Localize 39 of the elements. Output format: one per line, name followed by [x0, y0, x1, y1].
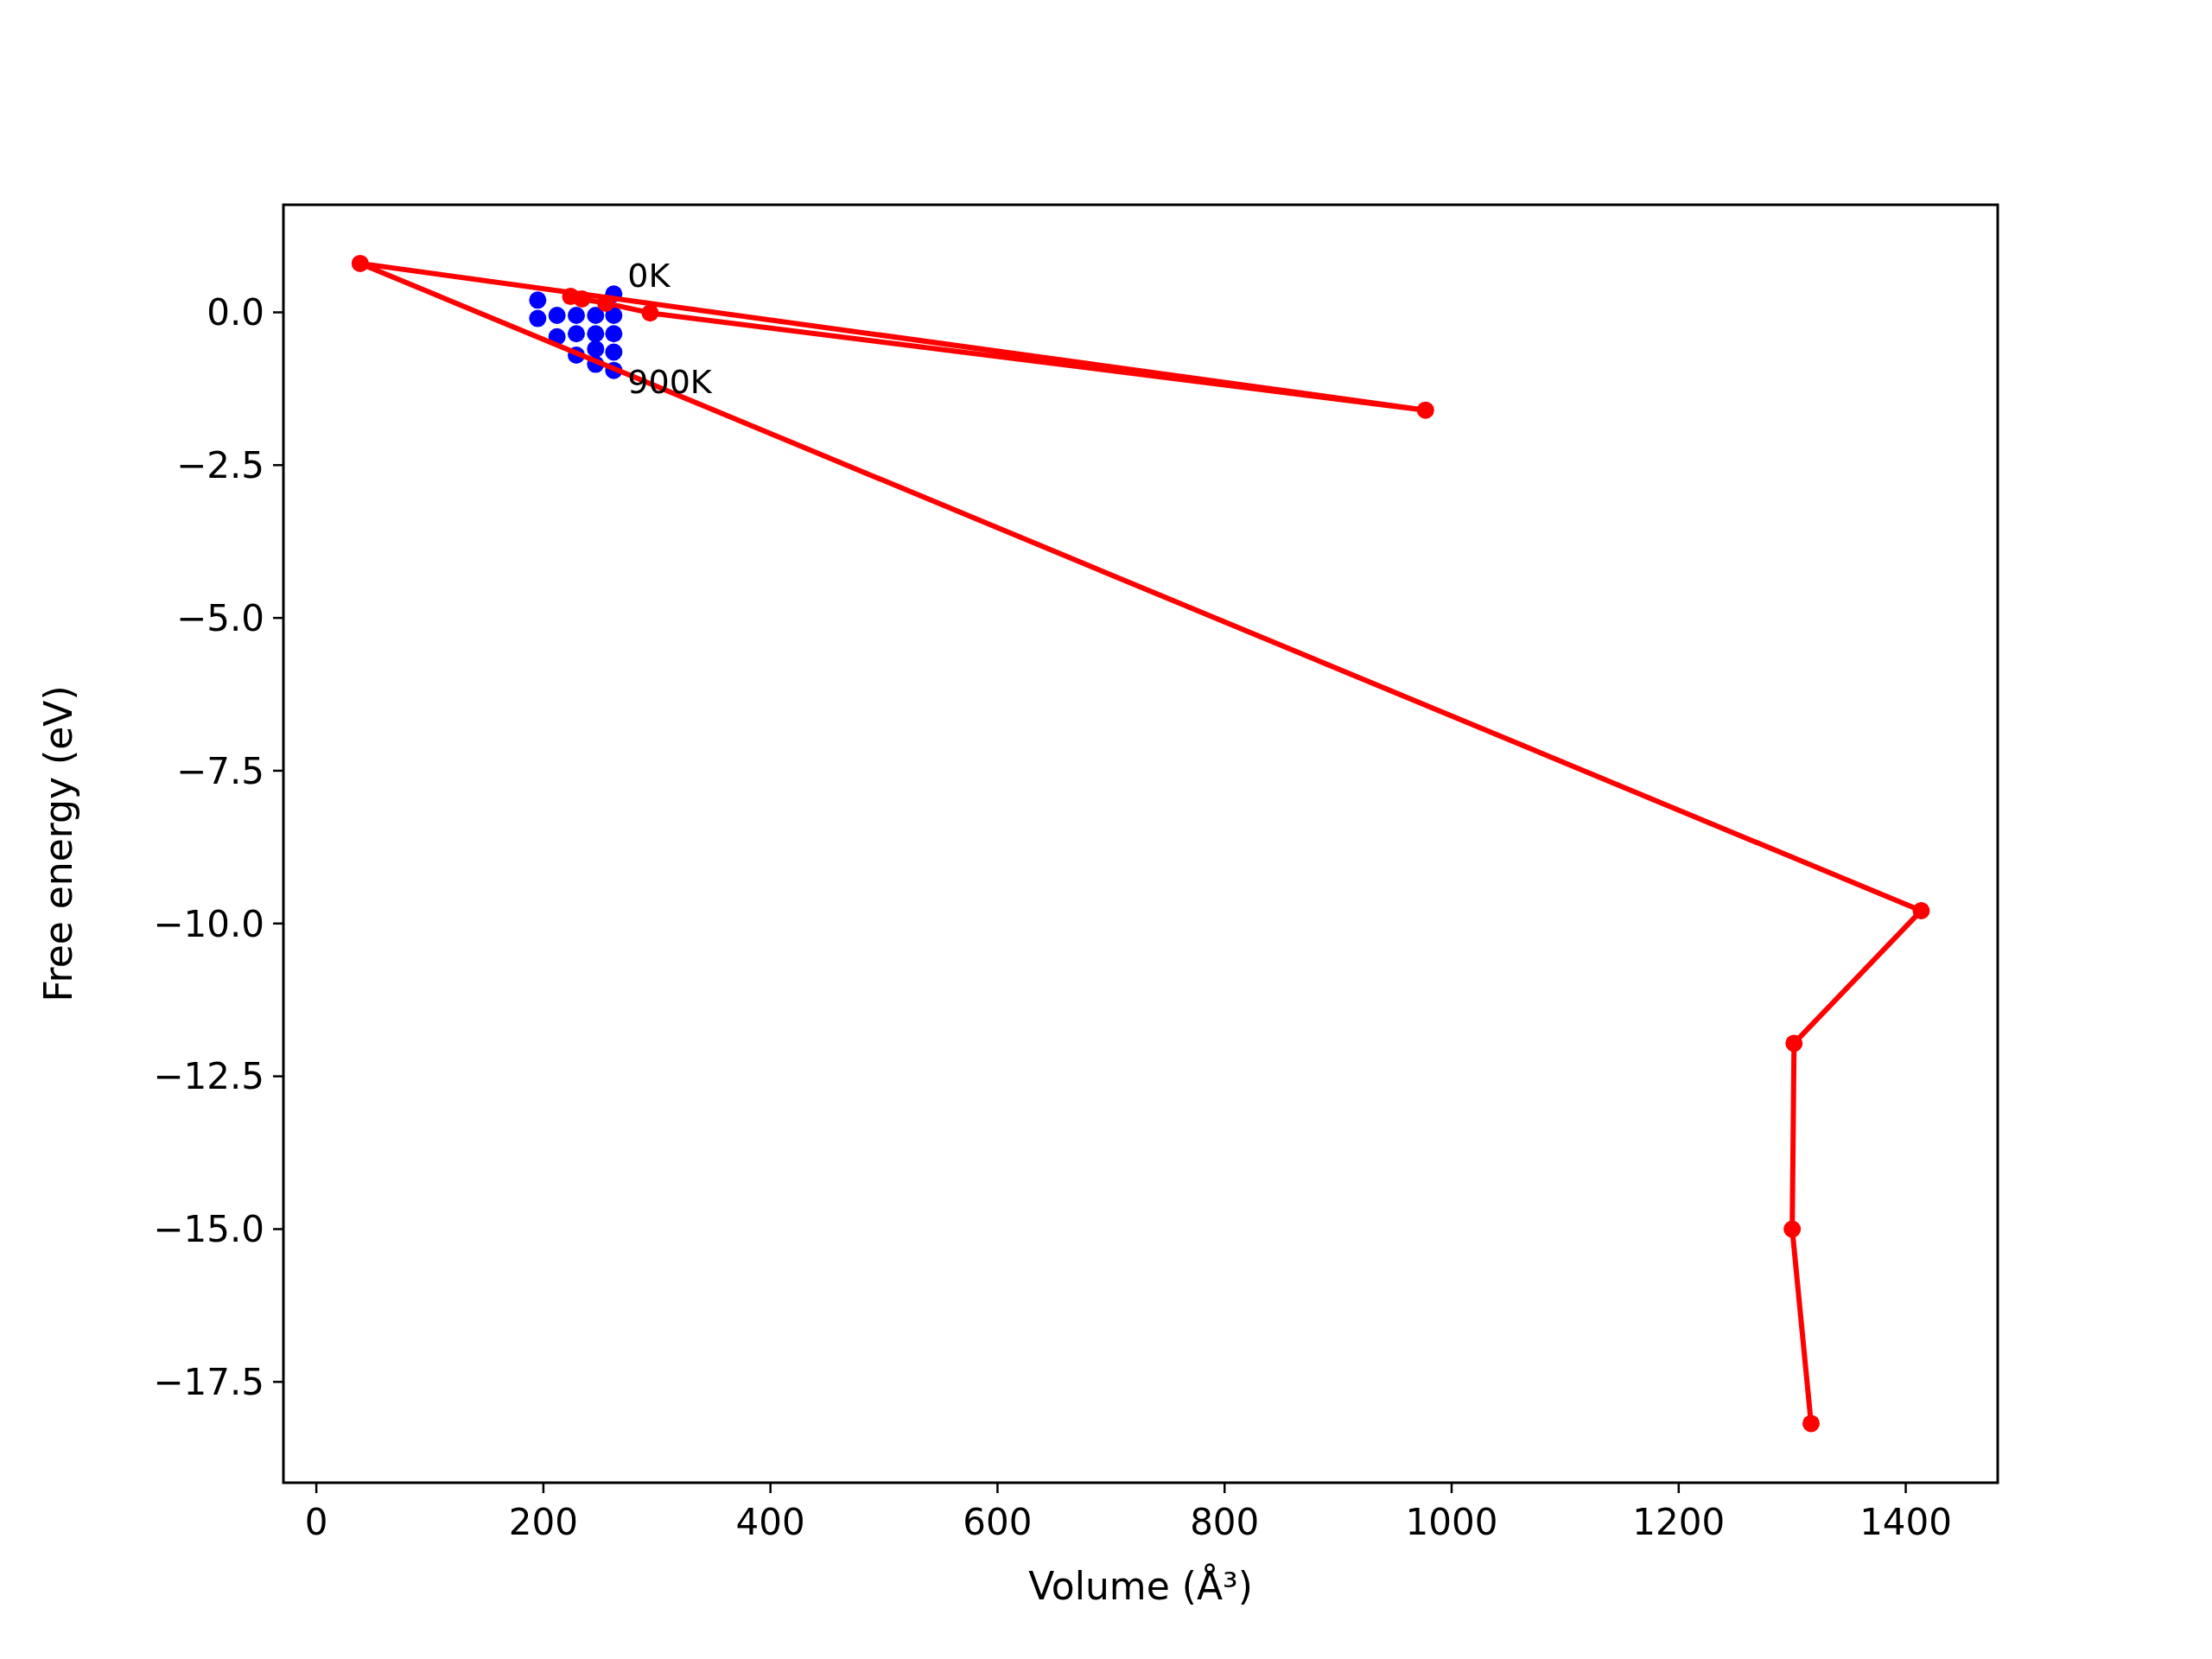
point: [529, 291, 547, 309]
y-tick-label: −5.0: [176, 596, 264, 639]
point: [605, 307, 623, 325]
y-tick-label: −15.0: [153, 1208, 264, 1251]
x-tick-label: 1200: [1632, 1501, 1726, 1543]
point: [1802, 1414, 1820, 1433]
point: [1783, 1220, 1802, 1238]
point: [605, 325, 623, 343]
point: [641, 304, 659, 322]
annotation: 0K: [627, 257, 671, 296]
point: [597, 294, 615, 312]
y-tick-label: −12.5: [153, 1055, 264, 1098]
point: [548, 307, 566, 325]
y-tick-label: −2.5: [176, 444, 264, 487]
x-tick-label: 0: [304, 1501, 328, 1543]
x-axis-title: Volume (Å³): [1028, 1563, 1253, 1608]
y-axis-title: Free energy (eV): [36, 685, 80, 1002]
point: [1785, 1034, 1803, 1052]
point: [567, 325, 585, 343]
x-tick-label: 600: [963, 1501, 1033, 1543]
point: [562, 288, 580, 306]
point: [1416, 401, 1434, 419]
x-tick-label: 1000: [1405, 1501, 1498, 1543]
y-tick-label: −17.5: [153, 1360, 264, 1403]
x-tick-label: 800: [1190, 1501, 1260, 1543]
x-tick-label: 1400: [1859, 1501, 1953, 1543]
y-tick-label: −10.0: [153, 902, 264, 945]
x-tick-label: 400: [735, 1501, 805, 1543]
point: [605, 343, 623, 361]
point: [351, 254, 369, 272]
x-tick-label: 200: [508, 1501, 578, 1543]
point: [587, 340, 605, 358]
y-tick-label: 0.0: [207, 291, 264, 334]
y-tick-label: −7.5: [176, 749, 264, 792]
point: [529, 309, 547, 327]
point: [587, 325, 605, 343]
point: [567, 307, 585, 325]
point: [587, 307, 605, 325]
point: [1912, 901, 1930, 919]
